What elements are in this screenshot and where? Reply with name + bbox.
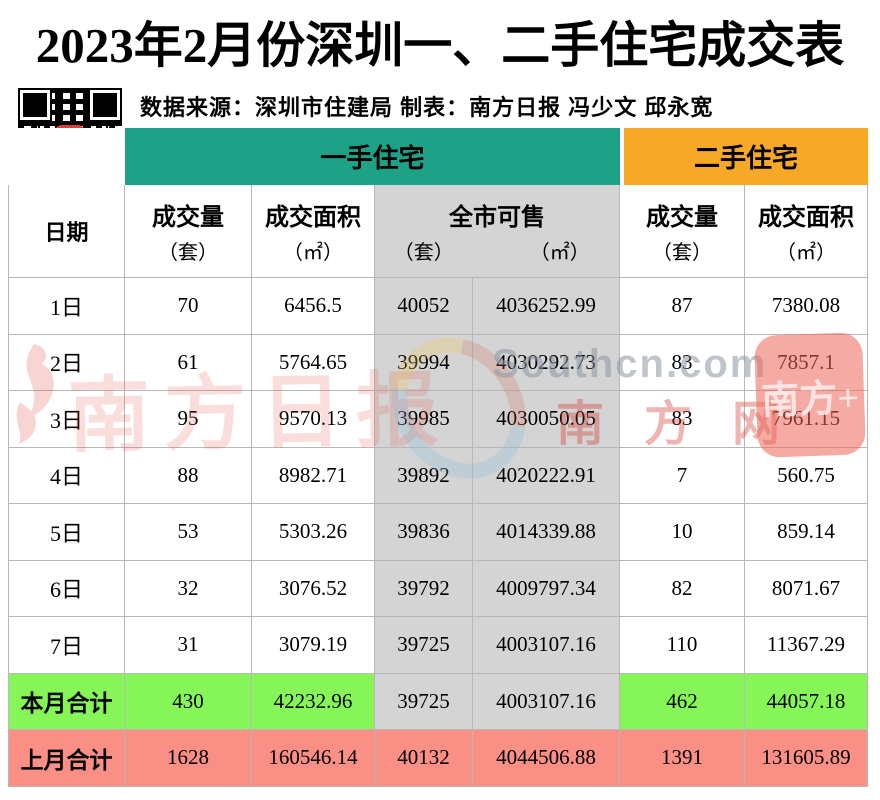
table-cell: 40132 [375, 730, 473, 787]
column-header-unit: （套） [652, 242, 712, 264]
table-cell: 7961.15 [745, 391, 868, 448]
table-cell: 39836 [375, 504, 473, 561]
column-header-label: 成交量 [646, 205, 718, 231]
table-cell: 42232.96 [252, 673, 375, 730]
qr-finder-icon [90, 90, 120, 120]
table-cell: 39985 [375, 391, 473, 448]
table-cell: 39994 [375, 334, 473, 391]
table-cell: 83 [620, 391, 745, 448]
table-cell: 31 [125, 617, 252, 674]
table-cell: 110 [620, 617, 745, 674]
column-header-new-volume: 成交量 （套） [125, 185, 252, 278]
row-label: 6日 [8, 560, 125, 617]
table-cell: 82 [620, 560, 745, 617]
table-cell: 4044506.88 [473, 730, 620, 787]
table-cell: 61 [125, 334, 252, 391]
table-cell: 87 [620, 278, 745, 335]
table-cell: 4003107.16 [473, 617, 620, 674]
table-cell: 3079.19 [252, 617, 375, 674]
table-cell: 4003107.16 [473, 673, 620, 730]
column-header-units: （套） （㎡） [375, 236, 619, 265]
column-header-date: 日期 [8, 185, 125, 278]
table-cell: 83 [620, 334, 745, 391]
table-cell: 4030050.05 [473, 391, 620, 448]
row-label-month-total: 本月合计 [8, 673, 125, 730]
table-cell: 4020222.91 [473, 447, 620, 504]
table-cell: 6456.5 [252, 278, 375, 335]
table-cell: 7 [620, 447, 745, 504]
band-spacer [8, 128, 125, 185]
column-header-second-area: 成交面积 （㎡） [745, 185, 868, 278]
row-label: 2日 [8, 334, 125, 391]
table-cell: 5764.65 [252, 334, 375, 391]
table-cell: 70 [125, 278, 252, 335]
column-header-available: 全市可售 （套） （㎡） [375, 185, 620, 278]
table-cell: 88 [125, 447, 252, 504]
table-cell: 4009797.34 [473, 560, 620, 617]
table-cell: 4014339.88 [473, 504, 620, 561]
row-label: 1日 [8, 278, 125, 335]
table-cell: 7380.08 [745, 278, 868, 335]
table-cell: 430 [125, 673, 252, 730]
table-cell: 8982.71 [252, 447, 375, 504]
row-label: 4日 [8, 447, 125, 504]
column-header-label: 成交量 [152, 205, 224, 231]
table-cell: 95 [125, 391, 252, 448]
table-cell: 560.75 [745, 447, 868, 504]
table-cell: 4030292.73 [473, 334, 620, 391]
column-header-label: 成交面积 [265, 205, 361, 231]
table-cell: 40052 [375, 278, 473, 335]
table-cell: 5303.26 [252, 504, 375, 561]
table-cell: 160546.14 [252, 730, 375, 787]
table-cell: 4036252.99 [473, 278, 620, 335]
table-cell: 32 [125, 560, 252, 617]
column-header-second-volume: 成交量 （套） [620, 185, 745, 278]
table-cell: 39725 [375, 673, 473, 730]
table-cell: 1628 [125, 730, 252, 787]
table-cell: 131605.89 [745, 730, 868, 787]
column-header-label: 成交面积 [758, 205, 854, 231]
row-label: 7日 [8, 617, 125, 674]
row-label-last-month-total: 上月合计 [8, 730, 125, 787]
column-header-unit: （㎡） [776, 242, 836, 264]
table-cell: 53 [125, 504, 252, 561]
table-cell: 39792 [375, 560, 473, 617]
row-label: 5日 [8, 504, 125, 561]
column-header-new-area: 成交面积 （㎡） [252, 185, 375, 278]
data-table: 一手住宅 二手住宅 日期 成交量 （套） 成交面积 （㎡） 全市可售 （套） （… [8, 128, 868, 787]
table-cell: 3076.52 [252, 560, 375, 617]
column-header-label: 全市可售 [449, 205, 545, 231]
column-header-unit: （㎡） [283, 242, 343, 264]
column-header-unit: （㎡） [529, 242, 590, 264]
table-cell: 462 [620, 673, 745, 730]
table-cell: 44057.18 [745, 673, 868, 730]
column-header-unit: （套） [393, 242, 454, 264]
table-cell: 11367.29 [745, 617, 868, 674]
group-header-new-home: 一手住宅 [125, 128, 620, 185]
group-header-second-home: 二手住宅 [620, 128, 868, 185]
table-cell: 9570.13 [252, 391, 375, 448]
table-cell: 8071.67 [745, 560, 868, 617]
page-title: 2023年2月份深圳一、二手住宅成交表 [35, 18, 845, 73]
source-line: 数据来源：深圳市住建局 制表：南方日报 冯少文 邱永宽 [140, 95, 714, 120]
column-header-unit: （套） [158, 242, 218, 264]
table-cell: 7857.1 [745, 334, 868, 391]
qr-finder-icon [20, 90, 50, 120]
table-cell: 10 [620, 504, 745, 561]
row-label: 3日 [8, 391, 125, 448]
table-cell: 1391 [620, 730, 745, 787]
table-cell: 859.14 [745, 504, 868, 561]
table-cell: 39892 [375, 447, 473, 504]
table-cell: 39725 [375, 617, 473, 674]
